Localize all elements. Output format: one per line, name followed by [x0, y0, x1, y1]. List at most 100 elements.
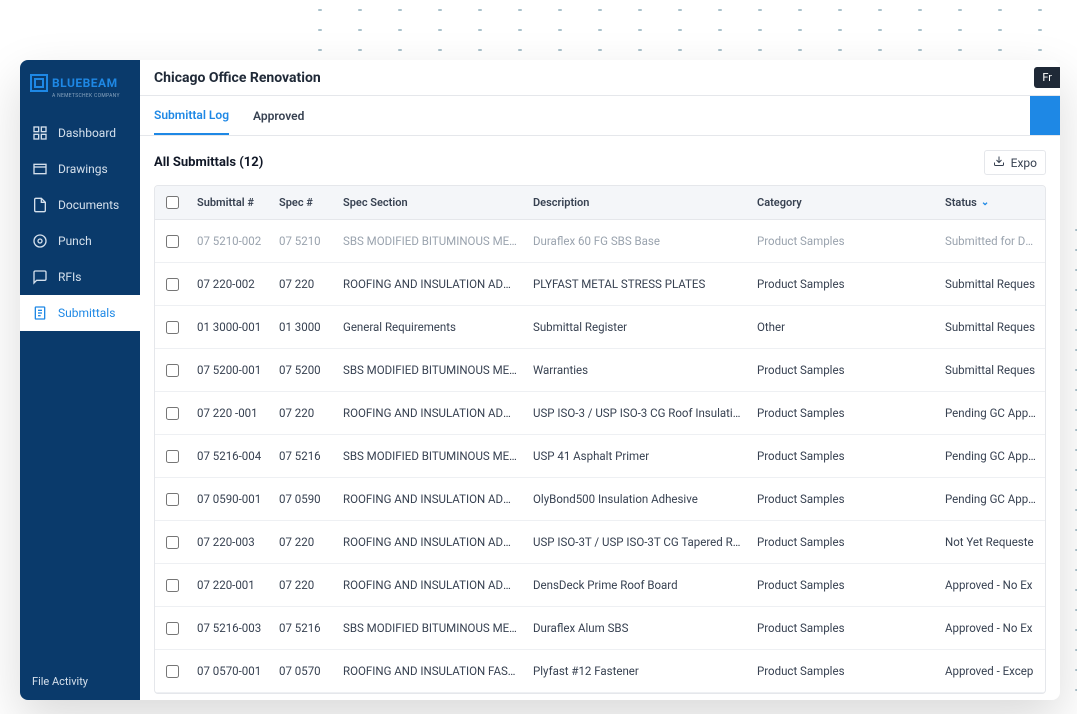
cell-spec-section: SBS MODIFIED BITUMINOUS MEMBR… [335, 353, 525, 387]
cell-description: USP ISO-3T / USP ISO-3T CG Tapered Roof … [525, 525, 749, 559]
project-title: Chicago Office Renovation [154, 70, 321, 86]
sidebar-item-drawings[interactable]: Drawings [20, 151, 140, 187]
topbar-right-button[interactable]: Fr [1034, 67, 1060, 88]
chevron-down-icon: ⌄ [981, 197, 989, 208]
cell-spec-num: 07 220 [271, 568, 335, 602]
cell-submittal-num: 07 0570-001 [189, 654, 271, 688]
cell-spec-section: General Requirements [335, 310, 525, 344]
row-checkbox[interactable] [155, 569, 189, 602]
column-submittal-num[interactable]: Submittal # [189, 186, 271, 219]
cell-description: Warranties [525, 353, 749, 387]
cell-category: Product Samples [749, 654, 937, 688]
logo: BLUEBEAM A NEMETSCHEK COMPANY [20, 66, 140, 109]
tab-approved[interactable]: Approved [253, 97, 304, 134]
cell-status: Approved - No Ex [937, 611, 1045, 645]
punch-icon [32, 233, 48, 249]
cell-spec-section: ROOFING AND INSULATION ADHESIV… [335, 568, 525, 602]
sidebar-nav: Dashboard Drawings Documents Punch [20, 115, 140, 331]
cell-category: Product Samples [749, 525, 937, 559]
column-category[interactable]: Category [749, 186, 937, 219]
cell-status: Submitted for De… [937, 224, 1045, 258]
export-label: Expo [1011, 156, 1037, 170]
brand-name: BLUEBEAM [52, 76, 118, 90]
row-checkbox[interactable] [155, 311, 189, 344]
sidebar-item-submittals[interactable]: Submittals [20, 295, 140, 331]
select-all-checkbox[interactable] [155, 186, 189, 219]
topbar: Chicago Office Renovation Fr [140, 60, 1060, 96]
row-checkbox[interactable] [155, 612, 189, 645]
download-icon [993, 155, 1005, 170]
tabs: Submittal Log Approved [140, 96, 1060, 136]
row-checkbox[interactable] [155, 483, 189, 516]
column-status-label: Status [945, 196, 977, 209]
cell-category: Product Samples [749, 439, 937, 473]
cell-category: Product Samples [749, 353, 937, 387]
table-row[interactable]: 01 3000-00101 3000General RequirementsSu… [155, 306, 1045, 349]
row-checkbox[interactable] [155, 268, 189, 301]
table-row[interactable]: 07 0570-00107 0570ROOFING AND INSULATION… [155, 650, 1045, 693]
cell-spec-num: 07 0570 [271, 654, 335, 688]
rfis-icon [32, 269, 48, 285]
table-body: 07 5210-00207 5210SBS MODIFIED BITUMINOU… [155, 220, 1045, 693]
sidebar: BLUEBEAM A NEMETSCHEK COMPANY Dashboard … [20, 60, 140, 700]
table-row[interactable]: 07 0590-00107 0590ROOFING AND INSULATION… [155, 478, 1045, 521]
cell-category: Product Samples [749, 611, 937, 645]
table-row[interactable]: 07 5216-00407 5216SBS MODIFIED BITUMINOU… [155, 435, 1045, 478]
cell-spec-section: ROOFING AND INSULATION FASTENE… [335, 654, 525, 688]
sidebar-item-label: Dashboard [58, 126, 116, 140]
cell-description: DensDeck Prime Roof Board [525, 568, 749, 602]
sidebar-item-label: Punch [58, 234, 92, 248]
table-header-row: Submittal # Spec # Spec Section Descript… [155, 186, 1045, 220]
cell-submittal-num: 07 5210-002 [189, 224, 271, 258]
cell-spec-num: 07 220 [271, 525, 335, 559]
column-spec-section[interactable]: Spec Section [335, 186, 525, 219]
row-checkbox[interactable] [155, 397, 189, 430]
cell-spec-section: ROOFING AND INSULATION ADHESIV… [335, 525, 525, 559]
sidebar-item-documents[interactable]: Documents [20, 187, 140, 223]
sidebar-item-label: Drawings [58, 162, 108, 176]
cell-spec-section: SBS MODIFIED BITUMINOUS MEMBR… [335, 224, 525, 258]
cell-spec-num: 07 5210 [271, 224, 335, 258]
sidebar-item-label: RFIs [58, 270, 81, 284]
table-row[interactable]: 07 5200-00107 5200SBS MODIFIED BITUMINOU… [155, 349, 1045, 392]
cell-description: USP ISO-3 / USP ISO-3 CG Roof Insulation [525, 396, 749, 430]
row-checkbox[interactable] [155, 440, 189, 473]
table-row[interactable]: 07 220-00107 220ROOFING AND INSULATION A… [155, 564, 1045, 607]
table-row[interactable]: 07 220 -00107 220ROOFING AND INSULATION … [155, 392, 1045, 435]
cell-spec-num: 07 5216 [271, 439, 335, 473]
main-content: Chicago Office Renovation Fr Submittal L… [140, 60, 1060, 700]
row-checkbox[interactable] [155, 655, 189, 688]
row-checkbox[interactable] [155, 354, 189, 387]
sidebar-item-dashboard[interactable]: Dashboard [20, 115, 140, 151]
app-window: BLUEBEAM A NEMETSCHEK COMPANY Dashboard … [20, 60, 1060, 700]
table-row[interactable]: 07 220-00307 220ROOFING AND INSULATION A… [155, 521, 1045, 564]
export-button[interactable]: Expo [984, 150, 1046, 175]
brand-tagline: A NEMETSCHEK COMPANY [52, 93, 130, 99]
tab-submittal-log[interactable]: Submittal Log [154, 96, 229, 135]
cell-description: Plyfast #12 Fastener [525, 654, 749, 688]
cell-submittal-num: 07 220-002 [189, 267, 271, 301]
cell-category: Product Samples [749, 482, 937, 516]
sidebar-item-label: Documents [58, 198, 119, 212]
sidebar-footer[interactable]: File Activity [20, 663, 140, 700]
row-checkbox[interactable] [155, 526, 189, 559]
cell-status: Submittal Reques [937, 267, 1045, 301]
cell-status: Pending GC Appro [937, 439, 1045, 473]
cell-description: USP 41 Asphalt Primer [525, 439, 749, 473]
column-spec-num[interactable]: Spec # [271, 186, 335, 219]
row-checkbox[interactable] [155, 225, 189, 258]
sidebar-item-rfis[interactable]: RFIs [20, 259, 140, 295]
sidebar-item-label: Submittals [58, 306, 115, 320]
column-description[interactable]: Description [525, 186, 749, 219]
table-row[interactable]: 07 5210-00207 5210SBS MODIFIED BITUMINOU… [155, 220, 1045, 263]
submittals-icon [32, 305, 48, 321]
table-row[interactable]: 07 220-00207 220ROOFING AND INSULATION A… [155, 263, 1045, 306]
cell-spec-section: SBS MODIFIED BITUMINOUS MEMBR… [335, 439, 525, 473]
cell-submittal-num: 07 5216-003 [189, 611, 271, 645]
documents-icon [32, 197, 48, 213]
cell-spec-num: 07 0590 [271, 482, 335, 516]
table-row[interactable]: 07 5216-00307 5216SBS MODIFIED BITUMINOU… [155, 607, 1045, 650]
cell-description: Duraflex Alum SBS [525, 611, 749, 645]
sidebar-item-punch[interactable]: Punch [20, 223, 140, 259]
column-status[interactable]: Status ⌄ [937, 186, 1045, 219]
